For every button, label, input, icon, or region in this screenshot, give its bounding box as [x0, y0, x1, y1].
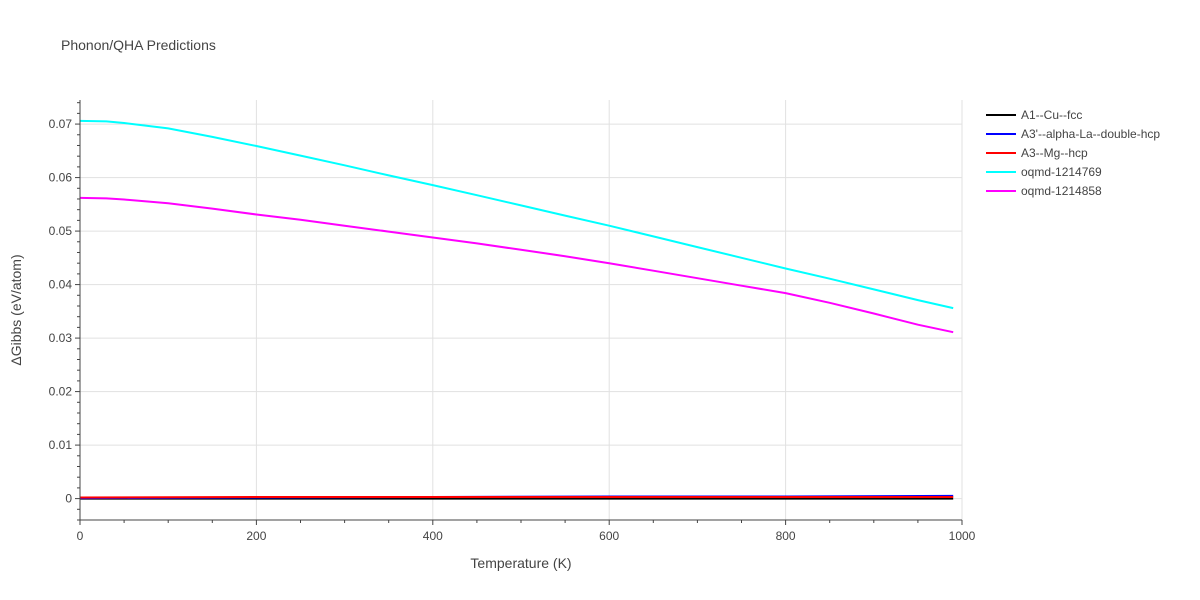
x-tick-label: 400: [423, 529, 443, 543]
legend-label: oqmd-1214769: [1021, 165, 1102, 179]
chart-title: Phonon/QHA Predictions: [61, 37, 216, 53]
x-tick-label: 800: [776, 529, 796, 543]
y-tick-label: 0.04: [49, 278, 73, 292]
legend-label: A1--Cu--fcc: [1021, 108, 1082, 122]
x-tick-label: 600: [599, 529, 619, 543]
y-tick-label: 0.05: [49, 224, 73, 238]
ticks: 0 200 400 600 800 1000 0 0.01 0.02 0.03 0.04 0.05 0.…: [49, 102, 976, 543]
x-tick-label: 0: [77, 529, 84, 543]
grid: [80, 100, 963, 520]
x-axis-title: Temperature (K): [470, 555, 571, 571]
legend: A1--Cu--fcc A3'--alpha-La--double-hcp A3--…: [986, 108, 1160, 198]
legend-label: A3'--alpha-La--double-hcp: [1021, 127, 1160, 141]
y-tick-label: 0: [65, 492, 72, 506]
series-line-oqmd-1214769: [79, 119, 954, 310]
x-tick-label: 1000: [949, 529, 976, 543]
series-line-A3--Mg--hcp: [79, 496, 954, 499]
legend-label: A3--Mg--hcp: [1021, 146, 1088, 160]
y-tick-label: 0.06: [49, 171, 73, 185]
x-tick-label: 200: [246, 529, 266, 543]
legend-label: oqmd-1214858: [1021, 184, 1102, 198]
y-axis-title: ΔGibbs (eV/atom): [8, 254, 24, 365]
axes: [79, 100, 962, 521]
y-tick-label: 0.01: [49, 438, 73, 452]
y-tick-label: 0.07: [49, 117, 73, 131]
series-line-oqmd-1214858: [79, 196, 954, 334]
y-tick-label: 0.02: [49, 385, 73, 399]
y-tick-label: 0.03: [49, 331, 73, 345]
plot-area: [79, 119, 954, 500]
